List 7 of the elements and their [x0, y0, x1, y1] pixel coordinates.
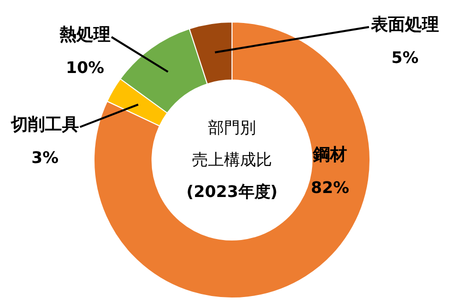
title: 部門別売上構成比 (2023年度)	[185, 117, 279, 203]
data-label: 10%	[66, 58, 104, 77]
data-label: 5%	[391, 48, 419, 67]
slice-label: 切削工具	[10, 115, 79, 135]
data-label: 3%	[31, 148, 59, 167]
slice-label: 熱処理	[58, 25, 110, 45]
slice-label: 表面処理	[370, 15, 439, 35]
